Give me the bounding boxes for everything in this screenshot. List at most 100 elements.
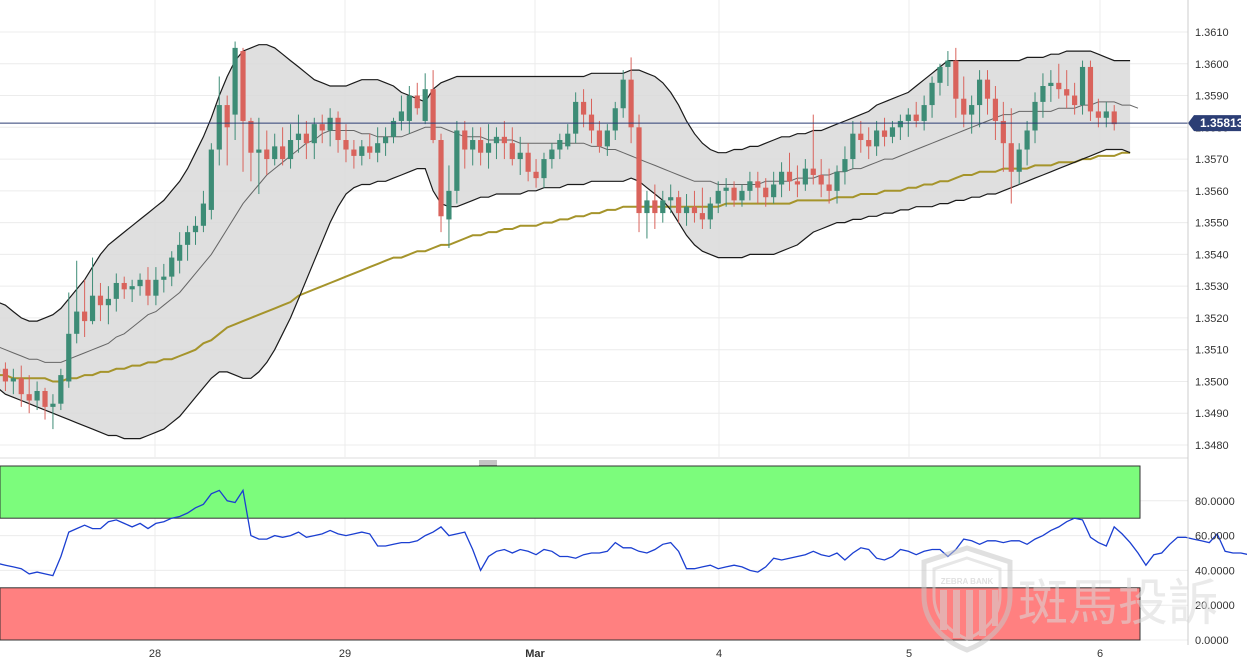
zebra-shield-logo: ZEBRA BANK (921, 545, 1013, 653)
candle (113, 273, 119, 312)
candle (541, 152, 547, 188)
candle-body (874, 130, 880, 147)
candle-body (216, 105, 222, 150)
time-tick-label: 4 (716, 648, 722, 660)
price-tick-label: 1.3510 (1195, 345, 1229, 357)
candle (723, 178, 729, 207)
candle-body (414, 95, 420, 109)
candle (1111, 105, 1117, 131)
candle-body (881, 130, 888, 137)
candle-body (1056, 82, 1062, 90)
candle (850, 120, 856, 169)
candle (763, 178, 769, 207)
candlesticks (0, 41, 1117, 430)
candle (105, 286, 111, 325)
candle-body (517, 152, 523, 160)
candle-body (565, 133, 571, 147)
candle-body (145, 279, 151, 296)
candle (367, 133, 373, 160)
pane-resize-handle[interactable] (0, 457, 1188, 466)
watermark-logo-text: ZEBRA BANK (941, 577, 994, 586)
candle-body (509, 143, 515, 160)
candle (240, 47, 246, 172)
candle-body (2, 368, 9, 382)
candle-body (280, 146, 286, 160)
candle-body (192, 225, 199, 233)
candle (533, 159, 539, 188)
candle-body (921, 105, 927, 121)
time-tick-label: 6 (1097, 648, 1103, 660)
candle-body (232, 47, 238, 115)
candle-body (778, 171, 785, 185)
candle-body (50, 403, 56, 407)
price-tick-label: 1.3600 (1195, 59, 1229, 71)
candle (945, 51, 951, 87)
candle-body (1095, 111, 1101, 118)
candle-body (121, 282, 127, 290)
candle-body (549, 149, 555, 160)
candle-body (161, 276, 167, 280)
candle-body (905, 114, 911, 121)
candle-body (636, 127, 642, 214)
candle-body (137, 279, 143, 287)
candle (1016, 143, 1022, 185)
candle-body (652, 200, 658, 214)
candle (82, 279, 88, 337)
candle (454, 120, 460, 204)
candle (177, 232, 183, 274)
oversold-zone (0, 587, 1141, 641)
candle (525, 143, 531, 182)
price-y-axis: 1.36101.36001.35901.35801.35701.35601.35… (1195, 27, 1229, 452)
candle (295, 114, 302, 153)
candle-body (834, 171, 840, 191)
last-price-tag-shape (1188, 115, 1241, 132)
candle-body (264, 149, 270, 160)
candle (42, 387, 48, 420)
candle-body (177, 244, 183, 261)
candle-body (327, 117, 333, 131)
candle-body (1079, 66, 1086, 106)
candle-body (1040, 86, 1046, 102)
candle (438, 133, 444, 233)
last-price-label: 1.35813 (1200, 116, 1244, 130)
candle-body (1000, 120, 1006, 144)
time-tick-label: 28 (149, 648, 161, 660)
candle (398, 95, 405, 131)
candle-body (731, 187, 737, 201)
candle (755, 171, 761, 204)
candle (691, 190, 698, 223)
candle (881, 117, 888, 147)
candle (683, 194, 690, 226)
candle (874, 120, 880, 156)
candle (89, 257, 96, 325)
candle-body (525, 152, 531, 172)
candle (984, 70, 991, 115)
candle-body (842, 159, 848, 172)
candle (184, 225, 191, 261)
candle (1087, 60, 1094, 121)
candle (1064, 70, 1070, 109)
candle-body (58, 375, 64, 404)
candle-body (683, 206, 690, 214)
oscillator-tick-label: 0.0000 (1195, 635, 1229, 647)
candle (1008, 108, 1014, 204)
price-tick-label: 1.3480 (1195, 440, 1229, 452)
candle-body (390, 120, 397, 137)
candle (462, 120, 468, 169)
candle-body (375, 143, 381, 153)
oscillator-panel[interactable]: 80.0000 60.0000 40.0000 20.0000 0.0000 (0, 465, 1247, 647)
candle (699, 187, 705, 229)
price-panel[interactable]: 1.36101.36001.35901.35801.35701.35601.35… (0, 0, 1244, 457)
candle-body (969, 105, 975, 115)
candle (256, 117, 262, 195)
candle (18, 365, 24, 407)
candle (509, 127, 515, 166)
candle-body (913, 114, 919, 121)
candle-body (1024, 130, 1030, 150)
oscillator-line (0, 488, 1247, 577)
candle-body (470, 140, 476, 150)
candle-body (66, 333, 72, 382)
candle-body (676, 197, 682, 214)
candle-body (961, 98, 967, 115)
candle-body (1103, 111, 1109, 118)
